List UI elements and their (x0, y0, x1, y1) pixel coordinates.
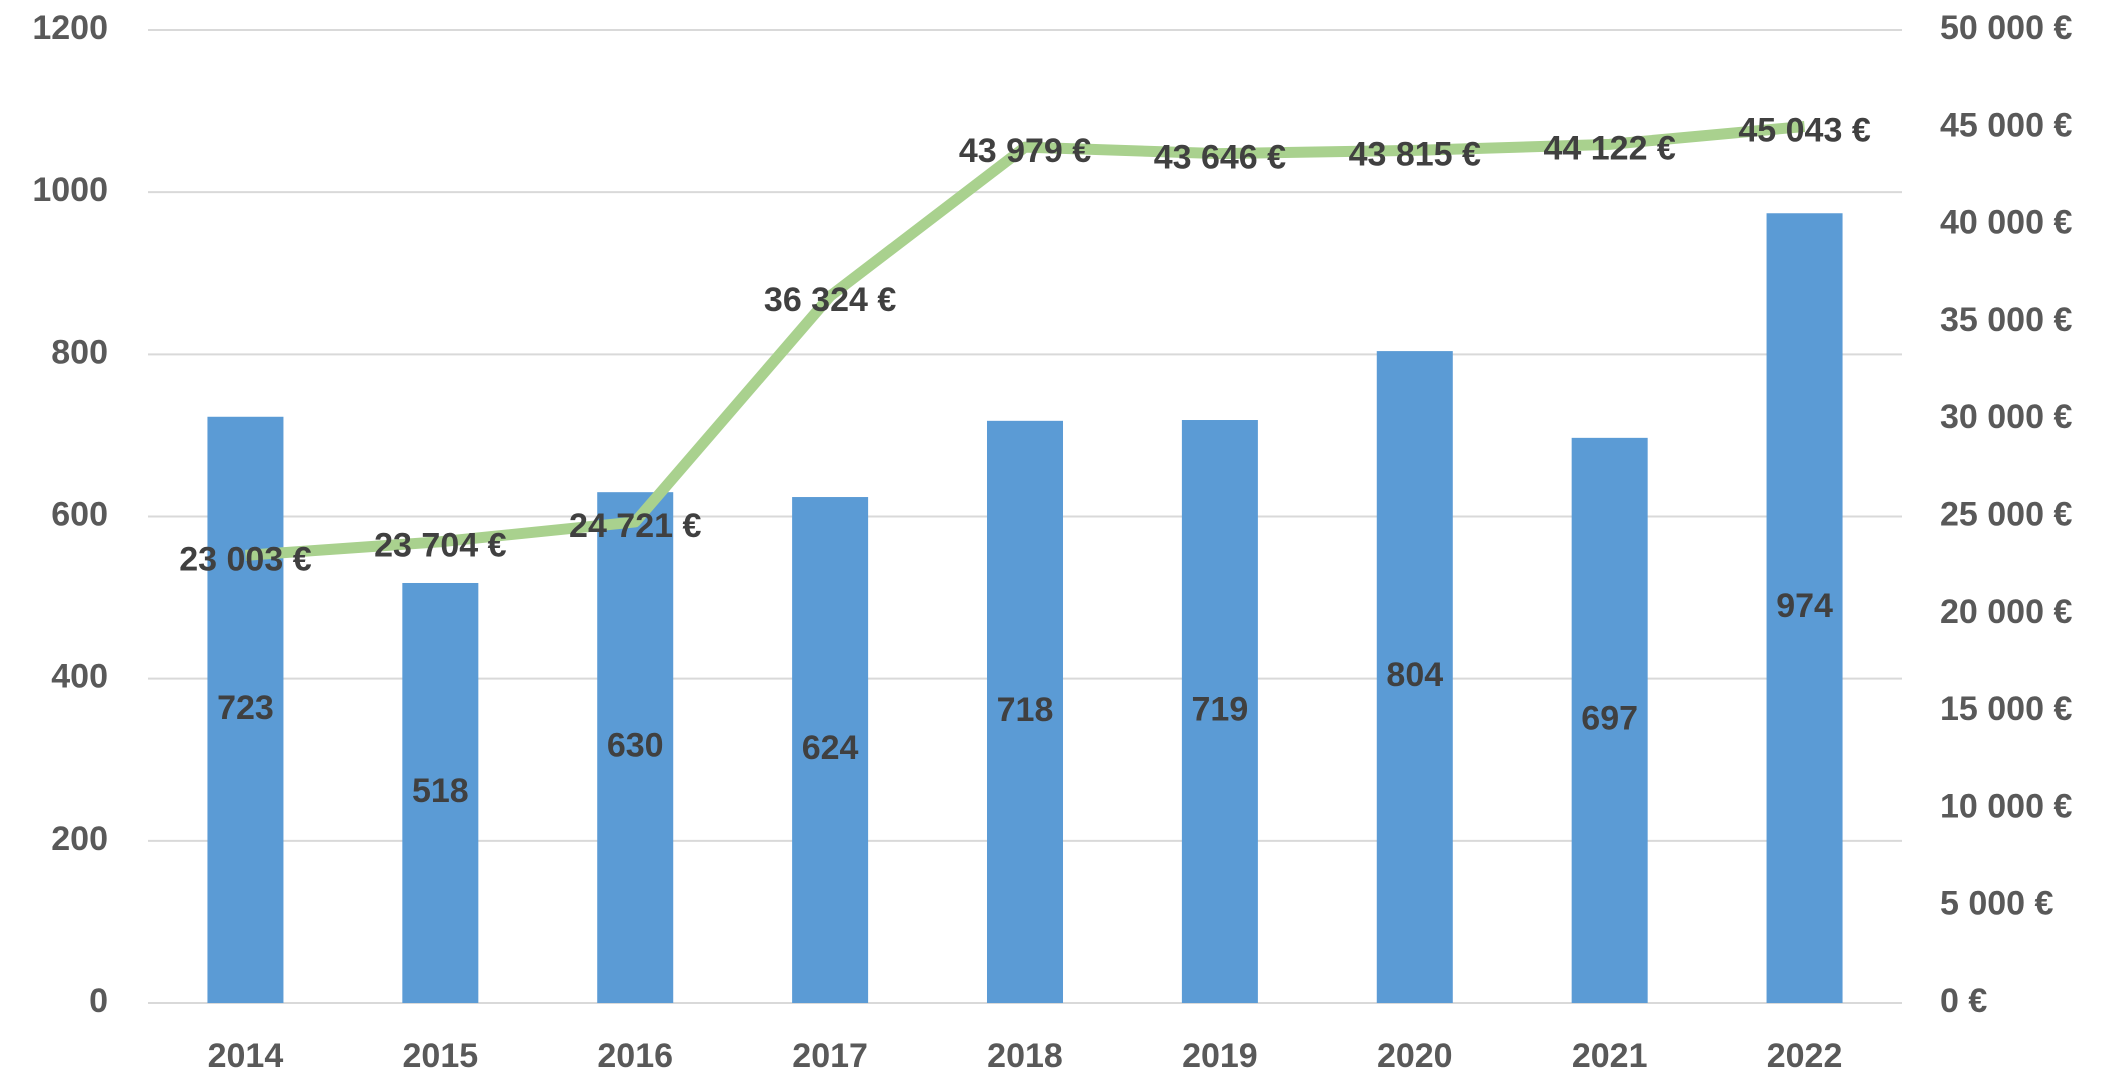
line-label: 36 324 € (764, 281, 896, 319)
bar (1766, 213, 1843, 1003)
bar-label: 974 (1776, 587, 1833, 625)
y-tick-label: 1000 (32, 171, 108, 209)
y-tick-label: 600 (51, 495, 108, 533)
bar-label: 630 (607, 727, 664, 765)
line-label: 43 646 € (1154, 139, 1286, 177)
line-label: 44 122 € (1543, 129, 1675, 167)
x-tick-label: 2017 (792, 1037, 868, 1075)
x-tick-label: 2016 (597, 1037, 673, 1075)
y2-tick-label: 10 000 € (1940, 787, 2072, 825)
y-tick-label: 1200 (32, 9, 108, 47)
y-tick-label: 800 (51, 333, 108, 371)
bar-label: 723 (217, 689, 274, 727)
bar (1376, 351, 1453, 1004)
bar (986, 420, 1064, 1003)
y2-tick-label: 25 000 € (1940, 495, 2072, 533)
bar-label: 718 (997, 691, 1054, 729)
x-tick-label: 2015 (403, 1037, 479, 1075)
line (245, 120, 1806, 561)
line-label: 45 043 € (1738, 111, 1870, 149)
y2-tick-label: 30 000 € (1940, 398, 2072, 436)
bar (792, 497, 869, 1003)
y-tick-label: 400 (51, 658, 108, 696)
y2-tick-label: 0 € (1940, 982, 1987, 1020)
y2-tick-label: 15 000 € (1940, 690, 2072, 728)
bar-label: 804 (1386, 656, 1443, 694)
x-tick-label: 2018 (987, 1037, 1063, 1075)
bar (402, 582, 479, 1003)
y2-tick-label: 45 000 € (1940, 106, 2072, 144)
line-label: 24 721 € (569, 507, 701, 545)
line-label: 43 979 € (959, 132, 1091, 170)
y2-tick-label: 5 000 € (1940, 885, 2054, 923)
bar (597, 492, 674, 1003)
bar-label: 719 (1192, 690, 1249, 728)
y-tick-label: 200 (51, 820, 108, 858)
bar (1571, 437, 1648, 1004)
y2-tick-label: 50 000 € (1940, 9, 2072, 47)
line-label: 23 003 € (179, 540, 311, 578)
y2-tick-label: 40 000 € (1940, 204, 2072, 242)
bar-label: 624 (802, 729, 859, 767)
y2-tick-label: 35 000 € (1940, 301, 2072, 339)
x-tick-label: 2020 (1377, 1037, 1453, 1075)
x-tick-label: 2021 (1572, 1037, 1648, 1075)
x-tick-label: 2022 (1767, 1037, 1843, 1075)
x-tick-label: 2014 (208, 1037, 284, 1075)
y2-tick-label: 20 000 € (1940, 593, 2072, 631)
line-label: 43 815 € (1349, 135, 1481, 173)
bar-label: 697 (1581, 699, 1638, 737)
y-tick-label: 0 (89, 982, 108, 1020)
x-tick-label: 2019 (1182, 1037, 1258, 1075)
bar-label: 518 (412, 772, 469, 810)
bar (1181, 420, 1258, 1003)
line-label: 23 704 € (374, 527, 506, 565)
bar (207, 416, 284, 1004)
